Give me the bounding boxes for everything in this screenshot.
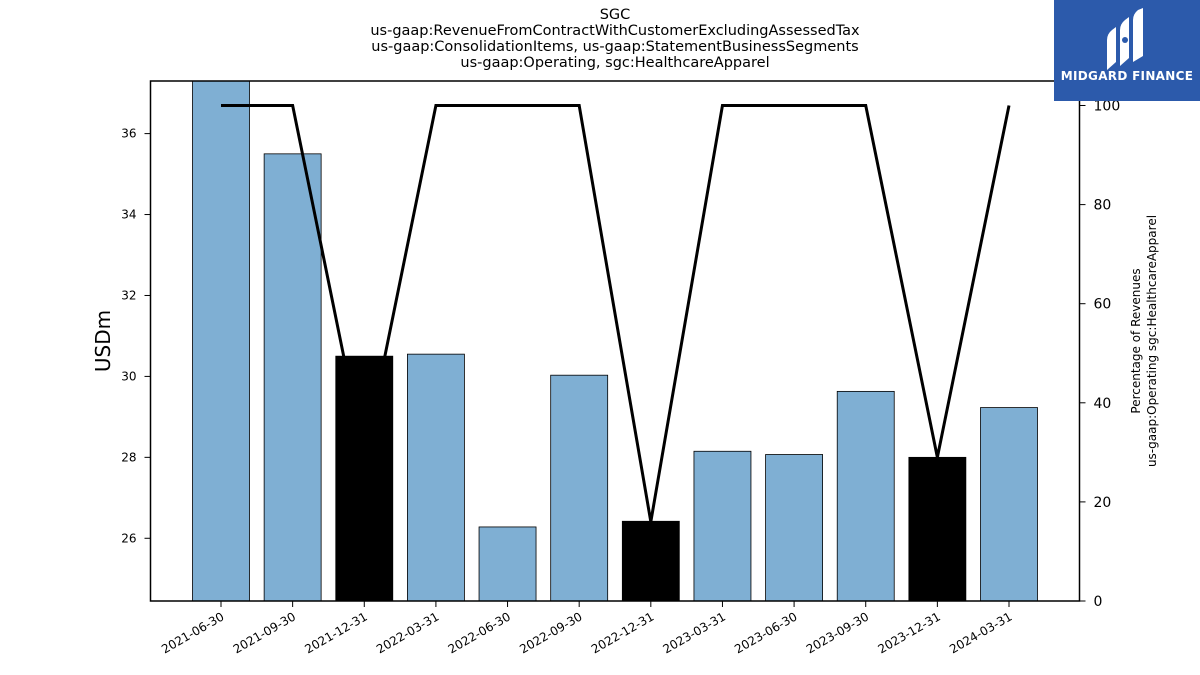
- left-axis: 26 28 30 32 34 36: [121, 127, 151, 545]
- x-tick-label: 2021-06-30: [159, 609, 226, 656]
- y-tick-label: 30: [121, 369, 136, 383]
- bar: [980, 407, 1038, 602]
- y2-axis-label: Percentage of Revenues: [1129, 268, 1143, 413]
- bar-series: [192, 80, 1038, 602]
- x-tick-label: 2021-09-30: [231, 609, 298, 656]
- right-axis: 0 20 40 60 80 100: [1079, 99, 1121, 610]
- y2-tick-label: 60: [1094, 297, 1112, 313]
- x-tick-label: 2022-12-31: [589, 609, 656, 656]
- y-axis-label: USDm: [91, 310, 115, 372]
- y-tick-label: 26: [121, 531, 136, 545]
- x-axis: 2021-06-30 2021-09-30 2021-12-31 2022-03-31…: [159, 601, 1015, 656]
- bar: [550, 374, 609, 602]
- y2-axis-label: us-gaap:Operating sgc:HealthcareApparel: [1145, 215, 1159, 467]
- x-tick-label: 2024-03-31: [947, 609, 1014, 656]
- y-tick-label: 32: [121, 288, 136, 302]
- bar: [335, 355, 394, 602]
- chart-title-line: SGC: [599, 7, 631, 23]
- y-tick-label: 36: [121, 127, 136, 141]
- y2-tick-label: 80: [1094, 198, 1112, 214]
- x-tick-label: 2023-03-31: [661, 609, 728, 656]
- bar: [192, 80, 250, 602]
- plot-area-frame: [149, 80, 1081, 602]
- bar: [765, 454, 823, 602]
- bar: [693, 450, 752, 602]
- chart-title-line: us-gaap:Operating, sgc:HealthcareApparel: [460, 55, 770, 71]
- bar: [263, 153, 322, 602]
- logo-text: MIDGARD FINANCE: [1060, 69, 1194, 83]
- y2-tick-label: 100: [1094, 99, 1121, 115]
- x-tick-label: 2022-09-30: [517, 609, 584, 656]
- x-tick-label: 2023-12-31: [875, 609, 942, 656]
- x-tick-label: 2023-09-30: [804, 609, 871, 656]
- chart-title-line: us-gaap:ConsolidationItems, us-gaap:Stat…: [371, 39, 859, 55]
- y2-tick-label: 0: [1094, 594, 1103, 610]
- chart-title-line: us-gaap:RevenueFromContractWithCustomerE…: [370, 23, 860, 39]
- chart-title: SGC us-gaap:RevenueFromContractWithCusto…: [150, 7, 1080, 71]
- y-tick-label: 34: [121, 208, 136, 222]
- percentage-line: [221, 104, 1011, 522]
- bar: [478, 526, 537, 602]
- midgard-logo-icon: [1107, 8, 1143, 70]
- midgard-finance-logo: MIDGARD FINANCE: [1054, 0, 1200, 101]
- line-series: [221, 104, 1011, 522]
- bar: [908, 456, 967, 602]
- bar: [621, 520, 680, 602]
- x-tick-label: 2022-03-31: [374, 609, 441, 656]
- y-tick-label: 28: [121, 450, 136, 464]
- y2-tick-label: 20: [1094, 495, 1112, 511]
- y2-tick-label: 40: [1094, 396, 1112, 412]
- x-tick-label: 2022-06-30: [446, 609, 513, 656]
- x-tick-label: 2021-12-31: [302, 609, 369, 656]
- x-tick-label: 2023-06-30: [732, 609, 799, 656]
- bar: [407, 353, 465, 602]
- bar: [836, 390, 895, 602]
